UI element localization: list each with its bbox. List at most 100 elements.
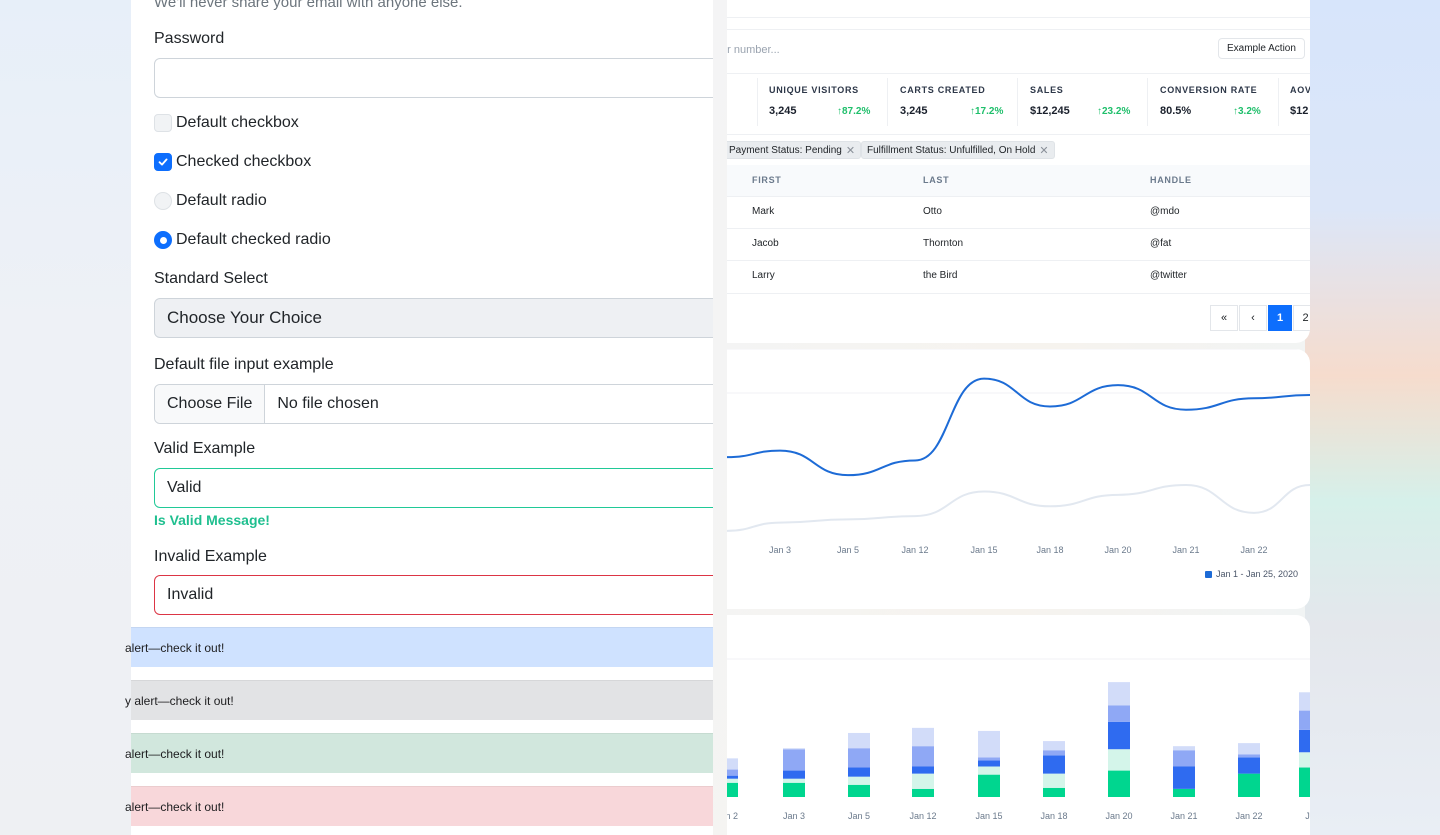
invalid-input-value: Invalid: [167, 586, 214, 603]
series-line-1: [727, 377, 1310, 477]
filter-chip-fulfillment[interactable]: Fulfillment Status: Unfulfilled, On Hold…: [861, 141, 1055, 159]
table-cell: the Bird: [923, 270, 958, 281]
bar-segment: [1043, 750, 1065, 756]
bar-segment: [1108, 749, 1130, 771]
bar-segment: [1173, 766, 1195, 789]
filter-chip-payment[interactable]: Payment Status: Pending ✕: [727, 141, 862, 159]
bar-segment: [1238, 773, 1260, 797]
stat-unique-visitors: UNIQUE VISITORS 3,245 ↑87.2%: [769, 85, 870, 117]
bar-segment: [848, 748, 870, 768]
stat-value: 80.5%: [1160, 105, 1192, 117]
x-tick-label: Jan 12: [901, 545, 929, 555]
bar-segment: [727, 782, 738, 797]
bar-segment: [912, 766, 934, 774]
bar-segment: [1238, 754, 1260, 758]
bar-segment: [783, 749, 805, 771]
valid-input[interactable]: Valid: [154, 468, 713, 508]
page-2-button[interactable]: 2: [1293, 305, 1310, 331]
series-line-2: [727, 483, 1310, 532]
invalid-input[interactable]: Invalid: [154, 575, 713, 615]
bar-segment: [1238, 743, 1260, 755]
bar-segment: [1299, 710, 1310, 730]
checked-checkbox-label: Checked checkbox: [176, 153, 312, 170]
default-radio[interactable]: [154, 192, 172, 210]
bar-segment: [848, 776, 870, 785]
bar-segment: [978, 774, 1000, 797]
bar-segment: [1043, 773, 1065, 788]
bar-chart-card: Jan 2 Jan 3 Jan 5 Jan 12 Jan 15 Jan 18 Jan 20 J…: [727, 615, 1310, 835]
close-icon[interactable]: ✕: [1039, 144, 1049, 157]
x-tick-label: Jan 5: [847, 811, 871, 821]
bar-segment: [912, 788, 934, 797]
stat-divider: [1017, 78, 1018, 126]
stat-value: $12: [1290, 105, 1309, 117]
x-tick-label: Jan 18: [1036, 545, 1064, 555]
x-tick-label: Jan 21: [1170, 811, 1198, 821]
alert-success: alert—check it out!: [125, 733, 713, 773]
bar-chart: [727, 658, 1310, 797]
table-header: [727, 165, 1310, 196]
file-input-label: Default file input example: [154, 356, 334, 373]
bar-segment: [1108, 721, 1130, 750]
x-tick-label: Jan 20: [1105, 811, 1133, 821]
checked-checkbox[interactable]: [154, 153, 172, 171]
stat-sales: SALES $12,245 ↑23.2%: [1030, 85, 1130, 117]
checked-checkbox-row[interactable]: Checked checkbox: [154, 153, 311, 171]
invalid-label: Invalid Example: [154, 548, 267, 565]
default-radio-row[interactable]: Default radio: [154, 192, 267, 210]
x-tick-label: Jan 12: [909, 811, 937, 821]
bar-segment: [783, 748, 805, 750]
table-row-divider: [727, 293, 1310, 294]
x-tick-label: Jan 2: [727, 811, 739, 821]
alert-primary: alert—check it out!: [125, 627, 713, 667]
valid-feedback: Is Valid Message!: [154, 512, 270, 528]
table-cell: Mark: [752, 206, 775, 217]
bar-segment: [783, 782, 805, 797]
x-tick-label: Jan 20: [1104, 545, 1132, 555]
checked-radio[interactable]: [154, 231, 172, 249]
standard-select[interactable]: Choose Your Choice: [154, 298, 713, 338]
page-first-button[interactable]: «: [1210, 305, 1238, 331]
table-cell: Thornton: [923, 238, 964, 249]
legend-swatch: [1205, 570, 1212, 578]
example-action-button[interactable]: Example Action: [1218, 38, 1305, 59]
bar-segment: [912, 746, 934, 767]
close-icon[interactable]: ✕: [845, 144, 856, 157]
x-tick-label: Jan 5: [836, 545, 860, 555]
checked-radio-label: Default checked radio: [176, 231, 331, 248]
bar-segment: [1108, 770, 1130, 797]
table-cell: @fat: [1150, 238, 1172, 249]
default-checkbox-row[interactable]: Default checkbox: [154, 114, 299, 132]
x-tick-label: Ja: [1305, 811, 1310, 821]
email-help-text: We'll never share your email with anyone…: [154, 0, 463, 11]
stat-label: SALES: [1030, 85, 1064, 95]
page-prev-button[interactable]: ‹: [1239, 305, 1267, 331]
stat-delta: ↑23.2%: [1097, 106, 1131, 117]
orders-card: er number... Example Action UNIQUE VISIT…: [727, 0, 1310, 343]
order-search-input[interactable]: er number...: [727, 44, 780, 56]
stat-aov: AOV $12: [1290, 85, 1310, 117]
column-header-last[interactable]: LAST: [923, 175, 950, 185]
password-field[interactable]: [154, 58, 713, 98]
column-header-handle[interactable]: HANDLE: [1150, 175, 1192, 185]
stat-label: CONVERSION RATE: [1160, 85, 1258, 95]
bar-segment: [727, 769, 738, 776]
stat-label: CARTS CREATED: [900, 85, 986, 95]
file-input[interactable]: Choose File No file chosen: [154, 384, 713, 424]
default-checkbox[interactable]: [154, 114, 172, 132]
bar-segment: [978, 757, 1000, 761]
stat-value: 3,245: [769, 105, 797, 117]
line-chart-card: Jan 3 Jan 5 Jan 12 Jan 15 Jan 18 Jan 20 Jan 21…: [727, 349, 1310, 609]
checked-radio-row[interactable]: Default checked radio: [154, 231, 331, 249]
stat-divider: [757, 78, 758, 126]
check-icon: [158, 158, 168, 166]
bar-segment: [848, 767, 870, 777]
table-cell: Otto: [923, 206, 942, 217]
stat-divider: [887, 78, 888, 126]
page-1-button[interactable]: 1: [1268, 305, 1292, 331]
bar-segment: [1299, 752, 1310, 768]
choose-file-button[interactable]: Choose File: [155, 385, 266, 423]
column-header-first[interactable]: FIRST: [752, 175, 782, 185]
bar-segment: [727, 775, 738, 779]
stat-delta: ↑3.2%: [1233, 106, 1261, 117]
